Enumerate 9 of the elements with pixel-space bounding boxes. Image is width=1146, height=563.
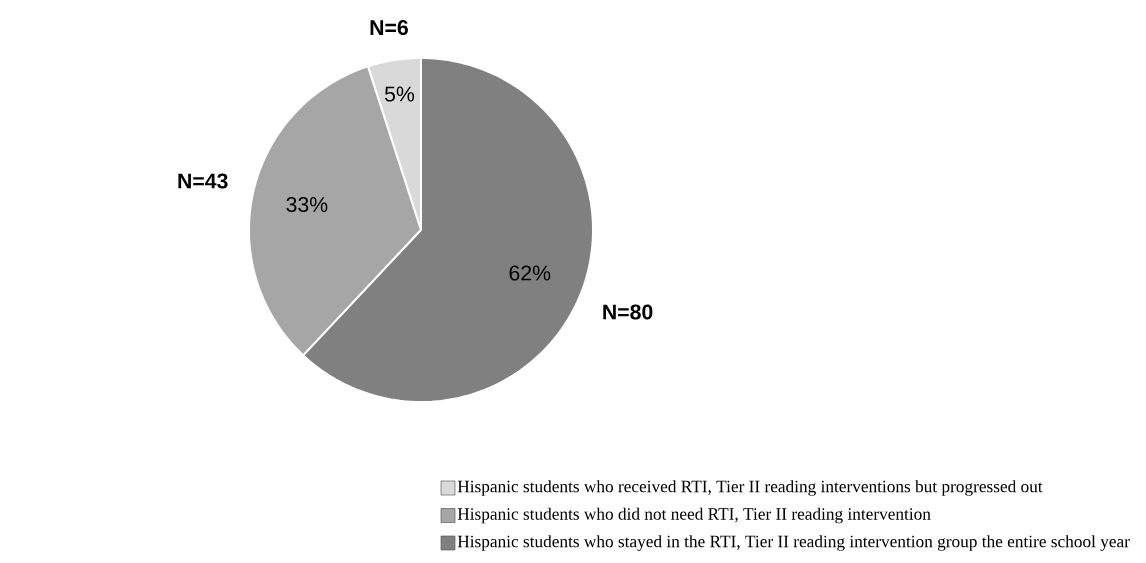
text: N=80 bbox=[603, 304, 653, 320]
data-label: 33% bbox=[286, 196, 328, 213]
legend-label: Hispanic students who did not need RTI, Tier II reading intervention bbox=[457, 507, 931, 524]
data-label: 5% bbox=[384, 86, 415, 102]
legend-label: Hispanic students who stayed in the RTI, Tier II reading intervention group the entire school year bbox=[457, 535, 1130, 551]
text: N=43 bbox=[178, 173, 228, 189]
legend-label: Hispanic students who received RTI, Tier II reading interventions but progressed out bbox=[457, 480, 1043, 496]
text: N=6 bbox=[370, 20, 408, 36]
data-label: 62% bbox=[509, 265, 551, 281]
